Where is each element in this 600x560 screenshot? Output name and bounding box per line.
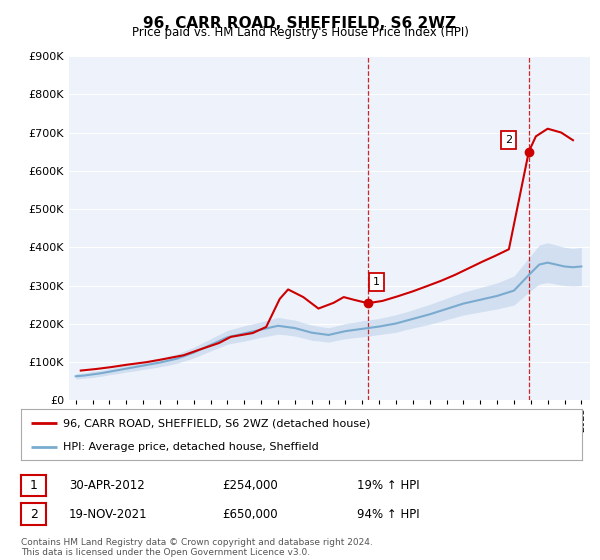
Text: Contains HM Land Registry data © Crown copyright and database right 2024.
This d: Contains HM Land Registry data © Crown c… — [21, 538, 373, 557]
Text: HPI: Average price, detached house, Sheffield: HPI: Average price, detached house, Shef… — [63, 442, 319, 452]
Text: 94% ↑ HPI: 94% ↑ HPI — [357, 507, 419, 521]
Text: £650,000: £650,000 — [222, 507, 278, 521]
Text: £254,000: £254,000 — [222, 479, 278, 492]
Text: 30-APR-2012: 30-APR-2012 — [69, 479, 145, 492]
Text: 96, CARR ROAD, SHEFFIELD, S6 2WZ (detached house): 96, CARR ROAD, SHEFFIELD, S6 2WZ (detach… — [63, 418, 370, 428]
Text: Price paid vs. HM Land Registry's House Price Index (HPI): Price paid vs. HM Land Registry's House … — [131, 26, 469, 39]
Text: 2: 2 — [29, 507, 38, 521]
Text: 1: 1 — [373, 277, 380, 287]
Text: 1: 1 — [29, 479, 38, 492]
Text: 19-NOV-2021: 19-NOV-2021 — [69, 507, 148, 521]
Text: 19% ↑ HPI: 19% ↑ HPI — [357, 479, 419, 492]
Text: 96, CARR ROAD, SHEFFIELD, S6 2WZ: 96, CARR ROAD, SHEFFIELD, S6 2WZ — [143, 16, 457, 31]
Text: 2: 2 — [505, 135, 512, 145]
